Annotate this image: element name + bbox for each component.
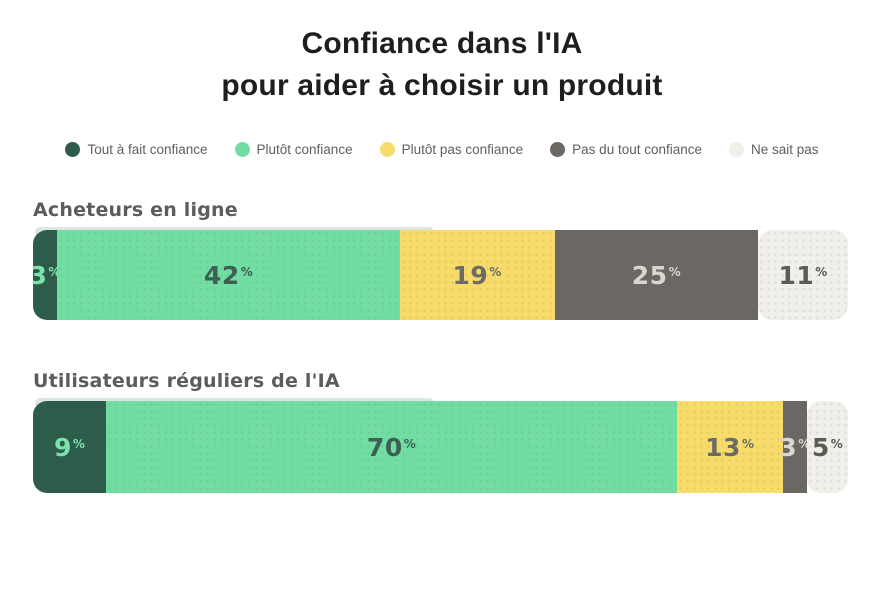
bar-segment-plutot-pas-confiance[interactable]: 13%: [676, 401, 783, 493]
legend-swatch-dark-gray: [550, 142, 566, 157]
segment-value: 13%: [705, 432, 755, 462]
legend-swatch-dark-green: [65, 142, 81, 157]
bar-segment-plutot-pas-confiance[interactable]: 19%: [399, 230, 555, 320]
legend-swatch-light-gray: [729, 142, 745, 157]
chart-page: Confiance dans l'IA pour aider à choisir…: [0, 23, 884, 604]
bar-segment-pas-du-tout[interactable]: 3%: [779, 401, 810, 493]
legend-item-plutot-pas-confiance[interactable]: Plutôt pas confiance: [379, 142, 524, 157]
segment-value: 42%: [203, 260, 254, 290]
legend-swatch-light-green: [234, 142, 250, 157]
bar-segment-tout-a-fait[interactable]: 3%: [33, 230, 60, 320]
bar-segment-ne-sait-pas[interactable]: 5%: [807, 401, 848, 493]
legend-item-plutot-confiance[interactable]: Plutôt confiance: [234, 142, 353, 157]
segment-value: 25%: [631, 260, 682, 290]
bar-wrap-acheteurs: 3% 42% 19% 25% 11%: [33, 227, 848, 320]
segment-value: 3%: [779, 432, 811, 462]
legend-item-pas-du-tout-confiance[interactable]: Pas du tout confiance: [550, 142, 702, 157]
chart-title-line1: Confiance dans l'IA: [301, 27, 583, 60]
bar-wrap-utilisateurs: 9% 70% 13% 3% 5%: [33, 398, 848, 493]
legend-label: Ne sait pas: [751, 142, 819, 157]
group-label-acheteurs-en-ligne: Acheteurs en ligne: [33, 199, 238, 221]
bar-segment-pas-du-tout[interactable]: 25%: [554, 230, 759, 320]
legend-label: Pas du tout confiance: [572, 142, 703, 157]
group-label-utilisateurs-reguliers: Utilisateurs réguliers de l'IA: [33, 370, 340, 392]
stacked-bar-acheteurs: 3% 42% 19% 25% 11%: [33, 230, 848, 320]
chart-title: Confiance dans l'IA pour aider à choisir…: [0, 23, 884, 107]
segment-value: 9%: [53, 432, 86, 462]
chart-title-line2: pour aider à choisir un produit: [221, 69, 663, 102]
bar-segment-tout-a-fait[interactable]: 9%: [33, 401, 107, 493]
legend-swatch-yellow: [379, 142, 395, 157]
bar-segment-plutot-confiance[interactable]: 70%: [106, 401, 677, 493]
legend-label: Plutôt confiance: [256, 142, 353, 157]
segment-value: 5%: [811, 432, 844, 462]
stacked-bar-utilisateurs: 9% 70% 13% 3% 5%: [33, 401, 848, 493]
legend-label: Tout à fait confiance: [87, 142, 208, 157]
segment-value: 70%: [366, 432, 417, 462]
bar-segment-ne-sait-pas[interactable]: 11%: [758, 230, 848, 320]
legend-label: Plutôt pas confiance: [401, 142, 524, 157]
segment-value: 19%: [452, 260, 502, 290]
bar-segment-plutot-confiance[interactable]: 42%: [57, 230, 400, 320]
legend-item-tout-a-fait-confiance[interactable]: Tout à fait confiance: [65, 142, 208, 157]
bars-area: Acheteurs en ligne 3% 42% 19% 25% 11%: [33, 199, 848, 493]
segment-value: 11%: [778, 260, 828, 290]
legend-item-ne-sait-pas[interactable]: Ne sait pas: [729, 142, 819, 157]
legend: Tout à fait confiance Plutôt confiance P…: [0, 142, 884, 157]
